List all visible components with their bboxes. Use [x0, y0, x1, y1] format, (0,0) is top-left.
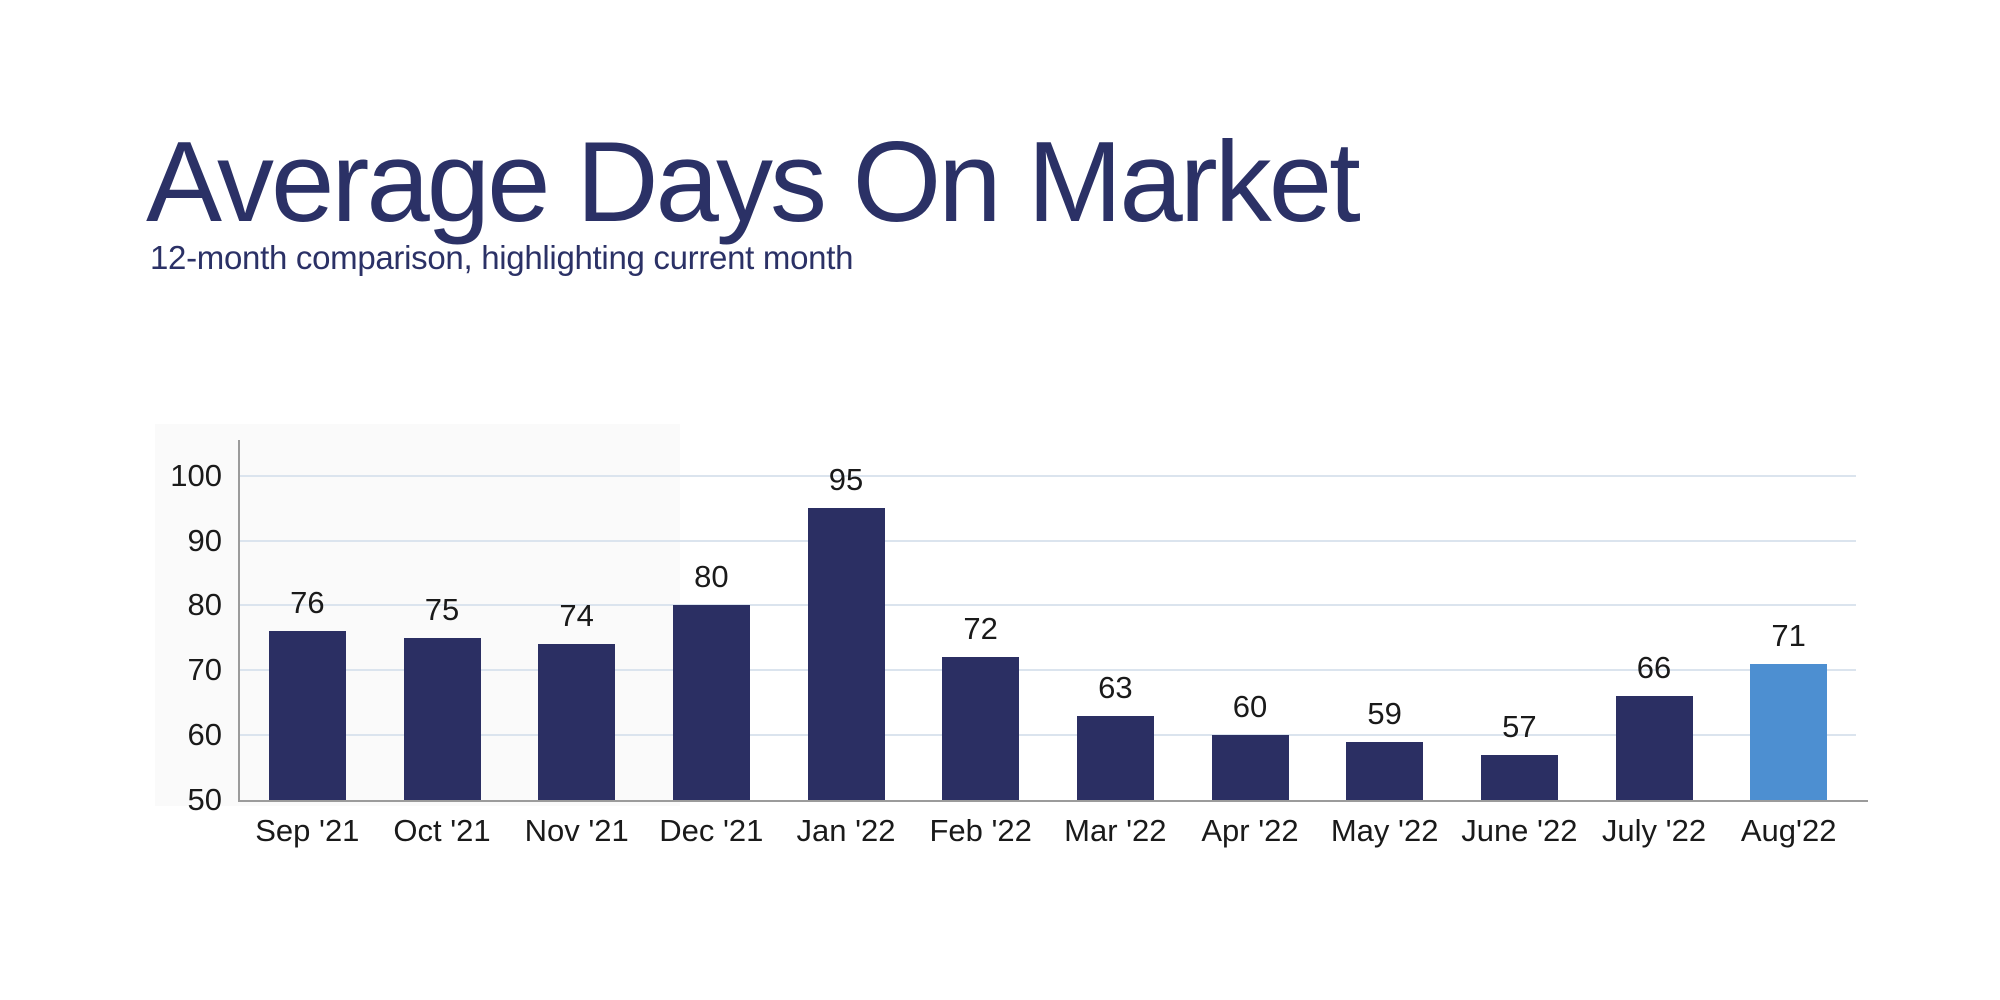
gridline-y-80	[240, 604, 1856, 607]
bar-value-label: 59	[1367, 695, 1402, 731]
bar	[672, 605, 750, 800]
bar-value-label: 71	[1771, 617, 1806, 653]
y-axis-tick-label: 80	[187, 587, 222, 623]
bar	[942, 657, 1020, 800]
bar-value-label: 60	[1232, 689, 1268, 725]
bar-current-month	[1750, 663, 1828, 800]
x-axis-tick-label: Mar '22	[1064, 813, 1167, 848]
x-axis-tick-label: June '22	[1461, 813, 1578, 848]
bar-value-label: 75	[424, 591, 460, 627]
gridline-y-60	[240, 734, 1856, 737]
bar-value-label: 63	[1098, 669, 1133, 705]
x-axis-tick-label: Oct '21	[393, 813, 491, 848]
bar-value-label: 72	[963, 611, 998, 647]
x-axis-tick-label: July '22	[1601, 813, 1707, 848]
y-axis-tick-label: 60	[187, 717, 222, 753]
x-axis-tick-label: Nov '21	[524, 813, 629, 848]
bar	[1346, 741, 1424, 800]
bar-value-label: 74	[559, 598, 594, 634]
y-axis-tick-label: 100	[170, 457, 222, 493]
chart-subtitle: 12-month comparison, highlighting curren…	[150, 239, 854, 276]
x-axis-tick-label: Aug'22	[1740, 813, 1837, 848]
gridline-y-100	[240, 474, 1856, 477]
bar	[268, 631, 346, 800]
gridline-y-90	[240, 539, 1856, 542]
bar-value-label: 80	[694, 559, 729, 595]
bar-value-label: 57	[1502, 708, 1537, 744]
x-axis-tick-label: Apr '22	[1201, 813, 1299, 848]
y-axis-tick-label: 90	[187, 522, 222, 558]
bar-chart-plot-area: 50 60 70 80 90 100 76 Sep '21 75 Oct '21 74 Nov '21…	[170, 440, 1868, 848]
bar-value-label: 76	[290, 585, 325, 621]
x-axis-tick-label: Jan '22	[796, 813, 896, 848]
bar	[538, 644, 616, 800]
x-axis-tick-label: Dec '21	[659, 813, 764, 848]
bar-value-label: 95	[828, 462, 864, 498]
x-axis-tick-label: Sep '21	[255, 813, 360, 848]
x-axis-tick-label: May '22	[1330, 813, 1439, 848]
chart-title: Average Days On Market	[146, 119, 1361, 246]
bar	[1615, 696, 1693, 800]
bar	[1480, 754, 1558, 800]
gridline-y-70	[240, 669, 1856, 672]
bar	[403, 637, 481, 800]
bar	[1076, 715, 1154, 800]
bar	[1211, 735, 1289, 800]
y-axis-tick-label: 50	[187, 782, 222, 817]
bar	[807, 508, 885, 800]
x-axis-tick-label: Feb '22	[929, 813, 1032, 848]
bar-value-label: 66	[1636, 650, 1672, 686]
y-axis-tick-label: 70	[187, 652, 222, 688]
